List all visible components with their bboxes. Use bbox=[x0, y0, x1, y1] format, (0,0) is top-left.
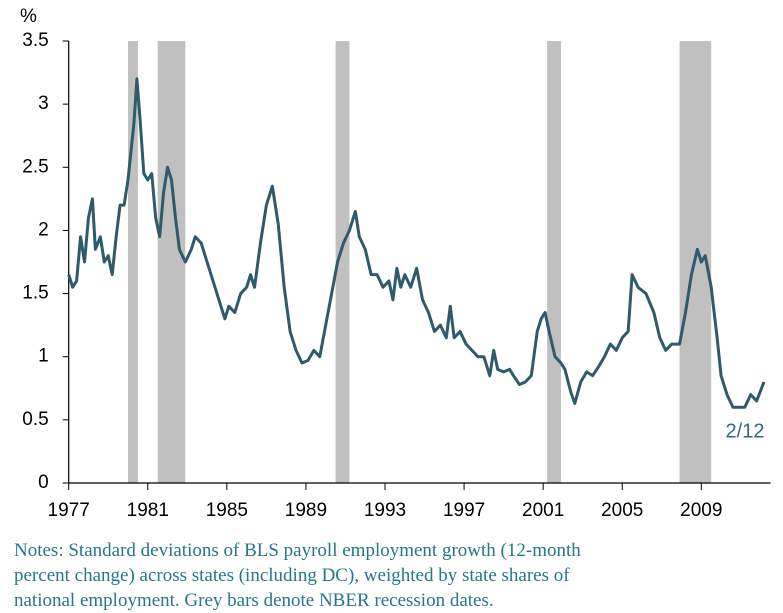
x-tick-label: 2001 bbox=[522, 500, 564, 521]
recession-bar bbox=[157, 41, 186, 483]
y-tick-label: 1.5 bbox=[22, 283, 48, 304]
data-line bbox=[67, 77, 766, 409]
y-unit: % bbox=[20, 6, 37, 27]
y-tick-label: 3 bbox=[38, 93, 49, 114]
note-line: percent change) across states (including… bbox=[14, 565, 570, 586]
y-tick-label: 1 bbox=[38, 346, 49, 367]
annotation: 2/12 bbox=[726, 420, 765, 442]
recession-bar bbox=[335, 41, 350, 483]
note-line: national employment. Grey bars denote NB… bbox=[14, 590, 494, 611]
x-tick-label: 1989 bbox=[285, 500, 327, 521]
x-tick-label: 1997 bbox=[443, 500, 485, 521]
y-tick-label: 2.5 bbox=[22, 156, 48, 177]
x-tick-label: 1977 bbox=[48, 500, 90, 521]
y-tick-label: 0.5 bbox=[22, 409, 48, 430]
recession-bar bbox=[547, 41, 561, 483]
x-tick-label: 1985 bbox=[206, 500, 248, 521]
x-tick-label: 1993 bbox=[364, 500, 406, 521]
x-tick-label: 2009 bbox=[680, 500, 722, 521]
x-tick-label: 1981 bbox=[127, 500, 169, 521]
y-tick-label: 2 bbox=[38, 219, 49, 240]
note-line: Notes: Standard deviations of BLS payrol… bbox=[14, 540, 581, 561]
y-tick-label: 3.5 bbox=[22, 30, 48, 51]
x-tick-label: 2005 bbox=[601, 500, 643, 521]
y-tick-label: 0 bbox=[38, 472, 49, 493]
recession-bar bbox=[128, 41, 138, 483]
